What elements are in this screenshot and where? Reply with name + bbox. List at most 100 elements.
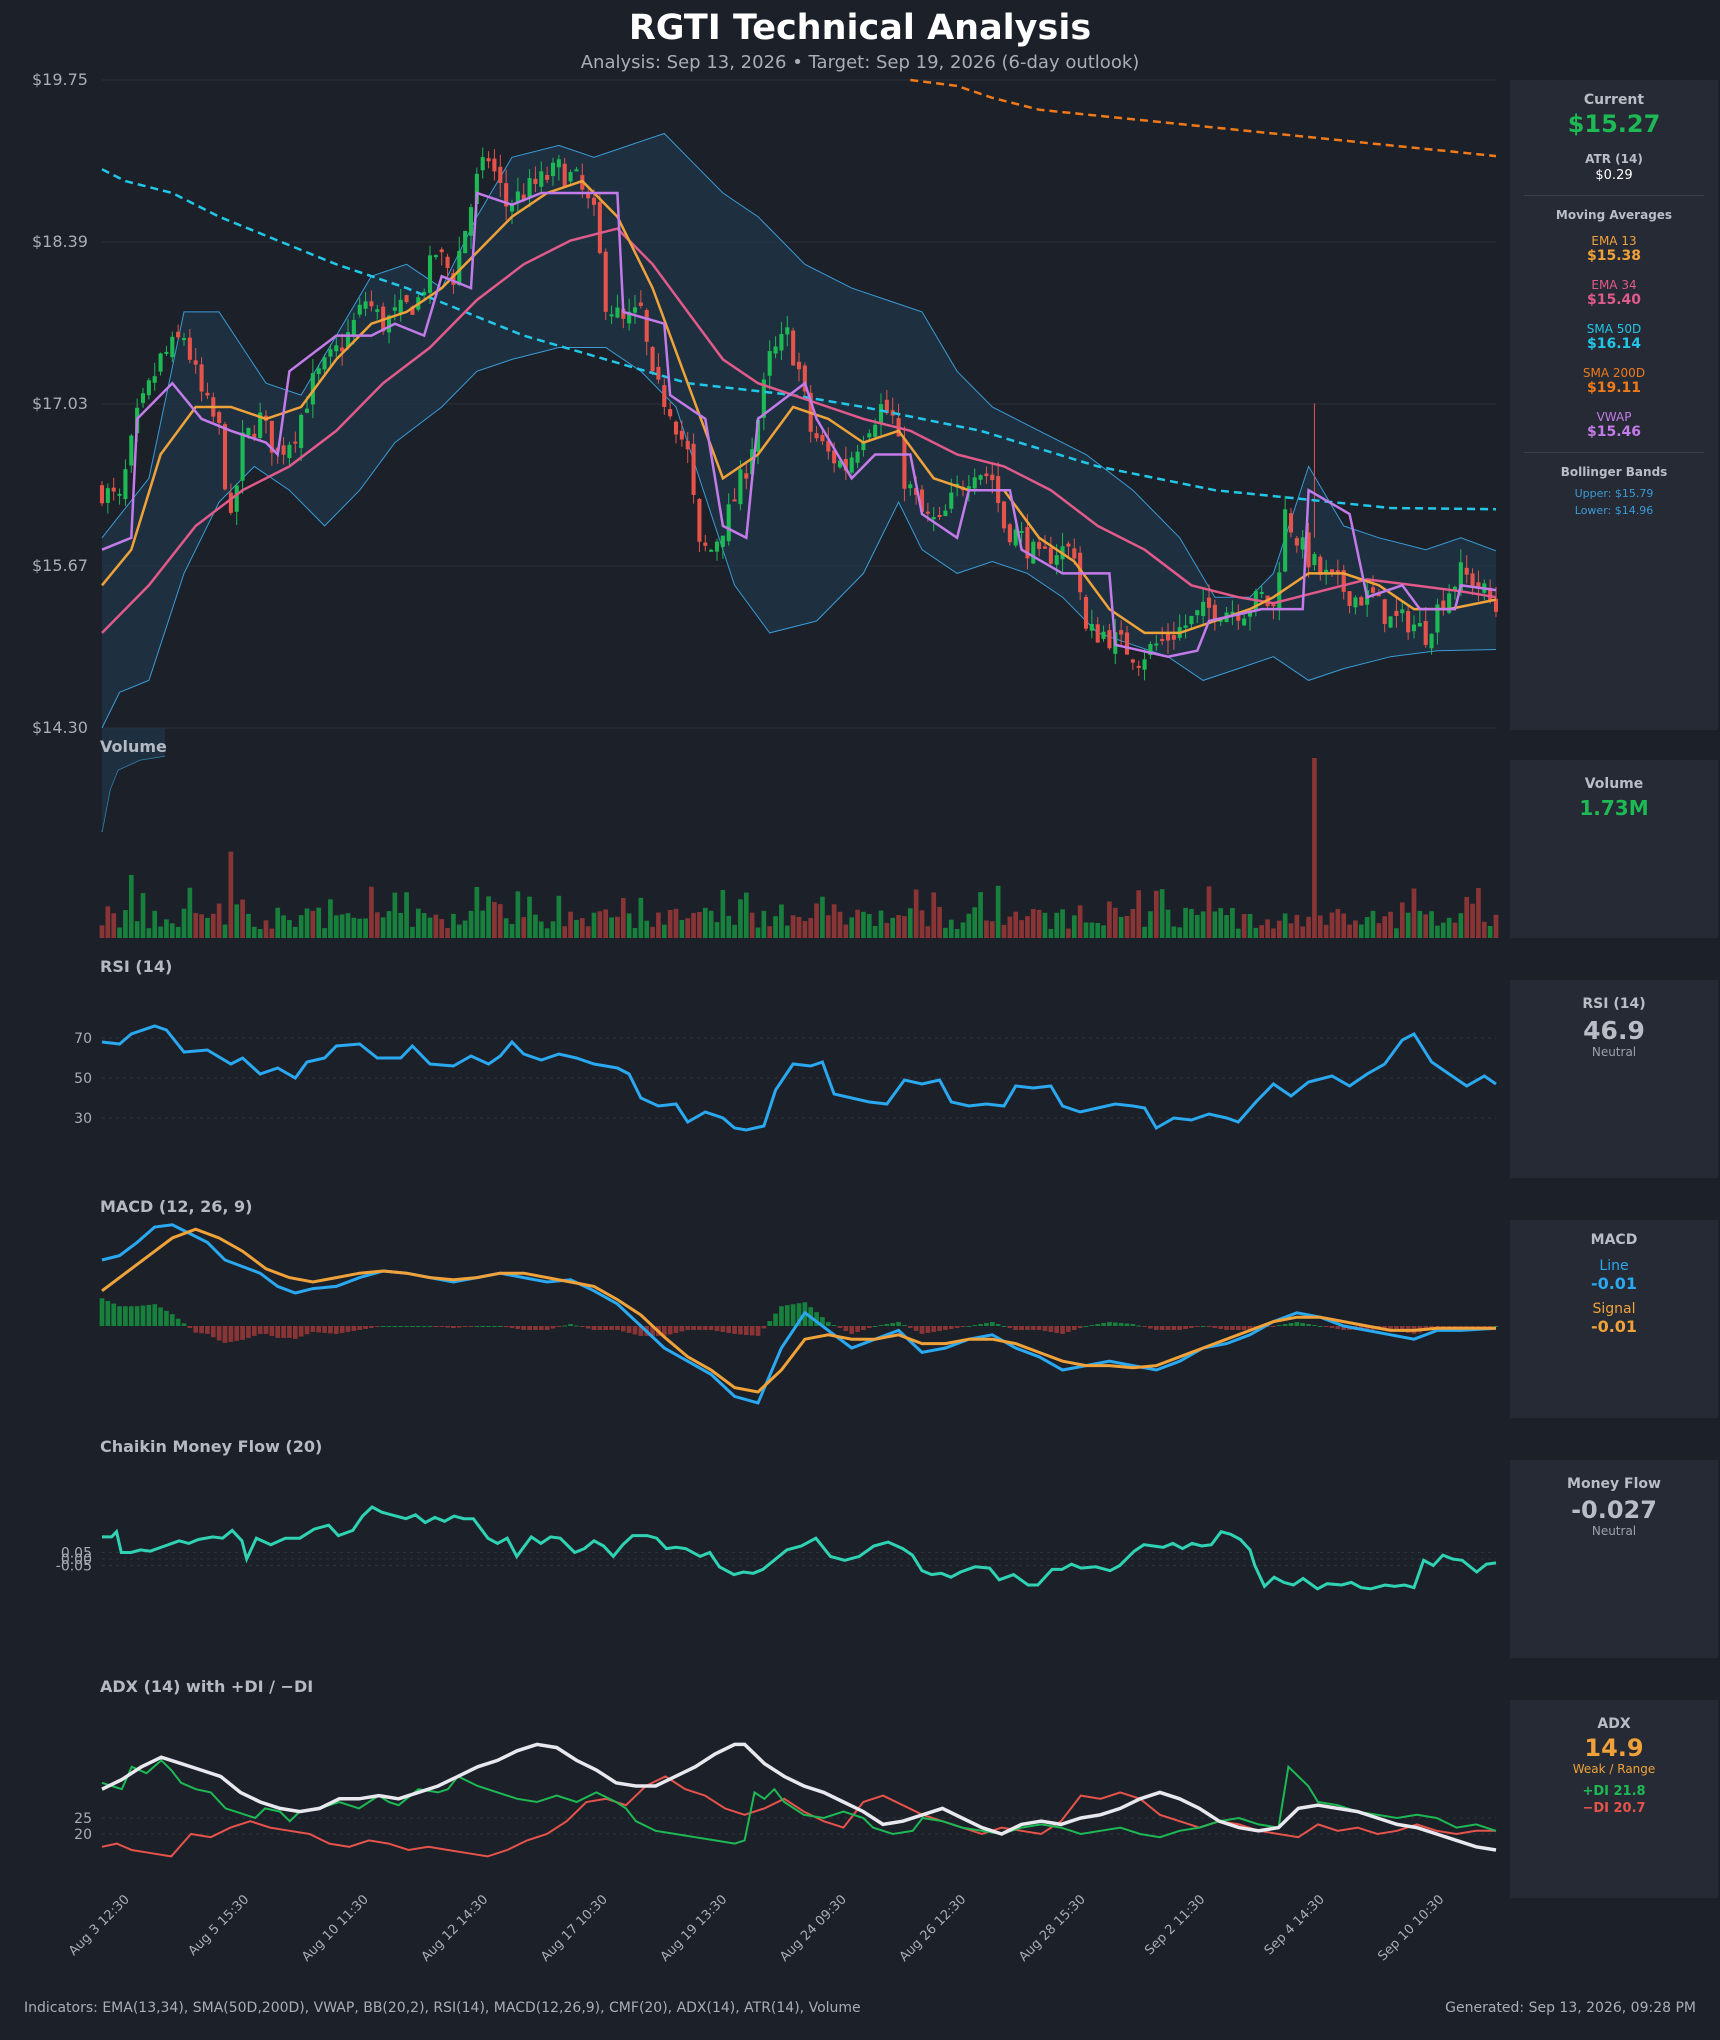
macd-histogram-bar bbox=[1276, 1325, 1282, 1327]
macd-histogram-bar bbox=[1212, 1326, 1218, 1328]
x-tick-label: Aug 10 11:30 bbox=[299, 1892, 372, 1965]
rsi-tick-label: 50 bbox=[74, 1071, 92, 1087]
candle-body bbox=[357, 304, 362, 315]
volume-bar bbox=[966, 913, 972, 938]
candle-body bbox=[228, 492, 233, 513]
volume-bar bbox=[1247, 913, 1253, 938]
volume-bar bbox=[902, 916, 907, 938]
x-tick-label: Aug 19 13:30 bbox=[658, 1892, 731, 1965]
macd-histogram-bar bbox=[638, 1326, 644, 1336]
ema13-label: EMA 13 bbox=[1591, 234, 1637, 248]
candle-body bbox=[445, 256, 450, 269]
candle-body bbox=[1493, 598, 1499, 612]
candle-body bbox=[486, 158, 491, 162]
candle-body bbox=[1300, 537, 1305, 550]
candle-body bbox=[1406, 611, 1411, 633]
candle-body bbox=[556, 159, 561, 168]
candle-body bbox=[802, 365, 807, 392]
macd-line-label: Line bbox=[1599, 1258, 1629, 1274]
candle-body bbox=[750, 449, 755, 475]
footer-indicators: Indicators: EMA(13,34), SMA(50D,200D), V… bbox=[24, 2000, 861, 2016]
macd-histogram-bar bbox=[1112, 1322, 1118, 1326]
volume-bar bbox=[697, 911, 702, 938]
candle-body bbox=[287, 444, 292, 459]
volume-bar bbox=[802, 921, 808, 938]
candle-body bbox=[181, 338, 187, 341]
macd-signal-line bbox=[101, 1227, 1496, 1394]
macd-histogram-bar bbox=[164, 1310, 169, 1326]
volume-bar bbox=[533, 914, 538, 938]
volume-bar bbox=[1007, 916, 1013, 938]
candle-body bbox=[468, 207, 474, 236]
macd-histogram-bar bbox=[275, 1326, 281, 1338]
macd-histogram-bar bbox=[503, 1326, 509, 1327]
volume-bar bbox=[1440, 922, 1446, 938]
candle-body bbox=[1417, 622, 1422, 627]
candle-body bbox=[99, 485, 105, 504]
candle-body bbox=[761, 379, 766, 418]
candle-body bbox=[1107, 630, 1112, 649]
macd-histogram-bar bbox=[1083, 1326, 1089, 1327]
macd-histogram-bar bbox=[861, 1326, 866, 1330]
volume-bar bbox=[790, 915, 796, 938]
volume-bar bbox=[1481, 921, 1487, 938]
bb-lower: Lower: $14.96 bbox=[1574, 504, 1654, 517]
candle-body bbox=[873, 424, 878, 437]
candle-body bbox=[914, 488, 919, 495]
candle-body bbox=[140, 393, 146, 403]
macd-histogram-bar bbox=[697, 1326, 702, 1330]
volume-bar bbox=[1036, 909, 1042, 938]
candle-body bbox=[814, 433, 819, 439]
candle-body bbox=[1464, 567, 1469, 575]
ema34-label: EMA 34 bbox=[1591, 278, 1637, 292]
volume-bar bbox=[298, 915, 304, 938]
macd-histogram-bar bbox=[175, 1318, 181, 1326]
volume-bar bbox=[1429, 911, 1434, 938]
candle-body bbox=[1013, 529, 1018, 546]
candle-body bbox=[1370, 587, 1376, 593]
volume-bar bbox=[1411, 888, 1417, 938]
volume-bar bbox=[579, 918, 585, 938]
macd-histogram-bar bbox=[210, 1326, 216, 1338]
candle-body bbox=[123, 469, 128, 500]
volume-bar bbox=[1493, 914, 1499, 938]
volume-bar bbox=[550, 921, 556, 938]
candle-body bbox=[304, 408, 310, 413]
macd-histogram-bar bbox=[497, 1326, 503, 1327]
volume-bar bbox=[650, 926, 655, 938]
macd-histogram-bar bbox=[749, 1326, 755, 1336]
macd-histogram-bar bbox=[140, 1305, 146, 1326]
volume-bar bbox=[421, 913, 427, 938]
macd-histogram-bar bbox=[322, 1326, 327, 1333]
candle-body bbox=[1429, 633, 1434, 649]
macd-histogram-bar bbox=[1060, 1326, 1065, 1334]
candle-body bbox=[152, 376, 157, 383]
volume-bar bbox=[679, 919, 685, 938]
volume-bar bbox=[1077, 905, 1083, 938]
volume-card: Volume 1.73M bbox=[1510, 760, 1718, 938]
macd-histogram-bar bbox=[1142, 1326, 1147, 1327]
candle-body bbox=[867, 433, 872, 438]
volume-bar bbox=[152, 910, 158, 938]
volume-bar bbox=[1317, 915, 1323, 938]
candle-body bbox=[943, 510, 948, 517]
macd-histogram-bar bbox=[902, 1325, 907, 1327]
volume-bar bbox=[556, 895, 562, 938]
candle-body bbox=[978, 475, 983, 480]
volume-bar bbox=[1189, 909, 1194, 938]
volume-bar bbox=[1446, 917, 1452, 938]
adx-line bbox=[101, 1742, 1497, 1852]
volume-bar bbox=[861, 911, 866, 938]
macd-histogram-bar bbox=[1130, 1324, 1136, 1326]
volume-bar bbox=[515, 891, 521, 938]
macd-histogram-bar bbox=[1388, 1326, 1393, 1330]
price-tick-label: $18.39 bbox=[32, 232, 88, 251]
macd-histogram-bar bbox=[1148, 1326, 1153, 1329]
macd-histogram-bar bbox=[1077, 1326, 1083, 1328]
candle-body bbox=[679, 430, 684, 440]
volume-bar bbox=[1259, 925, 1265, 938]
current-price: $15.27 bbox=[1567, 110, 1661, 138]
candle-body bbox=[1072, 548, 1077, 559]
volume-bar bbox=[831, 904, 837, 938]
volume-bar bbox=[814, 903, 819, 938]
